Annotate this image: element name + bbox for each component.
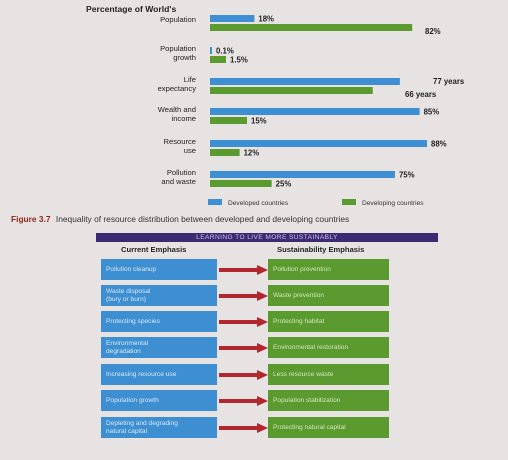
developing-bar xyxy=(210,24,413,31)
category-label: Pollution and waste xyxy=(161,168,196,186)
legend-label: Developing countries xyxy=(362,200,424,207)
legend-swatch-developed xyxy=(208,199,222,205)
developed-bar xyxy=(210,47,212,54)
data-label: 15% xyxy=(251,117,267,126)
current-emphasis-box: Environmental degradation xyxy=(101,337,217,358)
data-label: 85% xyxy=(424,108,440,117)
data-label: 18% xyxy=(258,15,274,24)
developing-bar xyxy=(210,87,373,94)
arrow-right-icon xyxy=(219,423,268,433)
sustainability-emphasis-box: Less resource waste xyxy=(268,364,389,385)
developing-bar xyxy=(210,56,226,63)
sustainability-emphasis-box: Protecting habitat xyxy=(268,311,389,332)
data-label: 25% xyxy=(276,180,292,189)
category-label: Resource use xyxy=(164,137,197,155)
category-label: Life expectancy xyxy=(158,75,197,93)
arrow-right-icon xyxy=(219,317,268,327)
arrow-right-icon xyxy=(219,265,268,275)
legend-label: Developed countries xyxy=(228,200,289,207)
data-label: 88% xyxy=(431,140,447,149)
data-label: 1.5% xyxy=(230,56,248,65)
arrow-right-icon xyxy=(219,343,268,353)
developed-bar xyxy=(210,140,427,147)
developed-bar xyxy=(210,171,395,178)
data-label: 66 years xyxy=(405,90,437,99)
data-label: 75% xyxy=(399,171,415,180)
current-emphasis-box: Increasing resource use xyxy=(101,364,217,385)
developing-bar xyxy=(210,149,240,156)
category-label: Wealth and income xyxy=(158,105,196,123)
sustainability-emphasis-box: Protecting natural capital xyxy=(268,417,389,438)
sustainability-emphasis-box: Pollution prevention xyxy=(268,259,389,280)
category-label: Population xyxy=(160,15,196,24)
chart-legend: Developed countries Developing countries xyxy=(208,199,424,207)
data-label: 82% xyxy=(425,27,441,36)
data-label: 77 years xyxy=(433,77,465,86)
sustainability-emphasis-heading: Sustainability Emphasis xyxy=(277,245,365,254)
chart-title: Percentage of World's xyxy=(86,4,176,14)
data-label: 0.1% xyxy=(216,47,234,56)
current-emphasis-box: Population growth xyxy=(101,390,217,411)
developing-bar xyxy=(210,180,272,187)
arrow-right-icon xyxy=(219,370,268,380)
developing-bar xyxy=(210,117,247,124)
arrow-right-icon xyxy=(219,291,268,301)
current-emphasis-box: Depleting and degrading natural capital xyxy=(101,417,217,438)
current-emphasis-box: Protecting species xyxy=(101,311,217,332)
sustainability-emphasis-box: Waste prevention xyxy=(268,285,389,306)
sustainability-banner: LEARNING TO LIVE MORE SUSTAINABLY xyxy=(96,233,438,242)
legend-swatch-developing xyxy=(342,199,356,205)
sustainability-emphasis-box: Environmental restoration xyxy=(268,337,389,358)
arrow-right-icon xyxy=(219,396,268,406)
current-emphasis-box: Waste disposal (bury or burn) xyxy=(101,285,217,306)
data-label: 12% xyxy=(244,149,260,158)
sustainability-emphasis-box: Population stabilization xyxy=(268,390,389,411)
figure-caption: Figure 3.7 Inequality of resource distri… xyxy=(11,214,349,224)
current-emphasis-heading: Current Emphasis xyxy=(121,245,187,254)
developed-bar xyxy=(210,108,420,115)
developed-bar xyxy=(210,78,400,85)
developed-bar xyxy=(210,15,255,22)
resource-inequality-chart: Percentage of World's Population 18% 82% Po… xyxy=(86,4,465,207)
current-emphasis-box: Pollution cleanup xyxy=(101,259,217,280)
figure-number: Figure 3.7 xyxy=(11,214,51,224)
figure-caption-text: Inequality of resource distribution betw… xyxy=(55,214,350,224)
category-label: Population growth xyxy=(160,44,196,62)
